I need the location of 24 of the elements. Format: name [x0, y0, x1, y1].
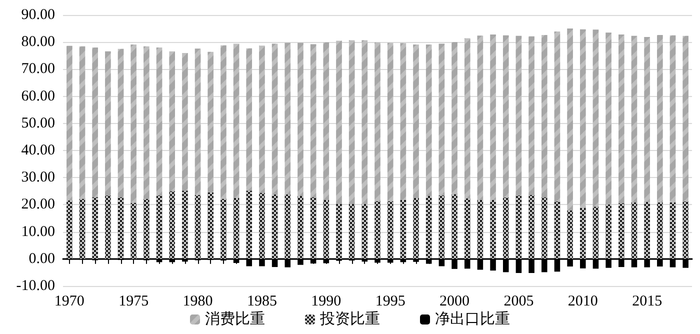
y-tick-label: 70.00 — [21, 61, 55, 78]
x-tick-label: 2010 — [568, 294, 598, 310]
y-tick-label: 50.00 — [21, 115, 55, 132]
y-tick-label: 60.00 — [21, 88, 55, 104]
y-tick-label: 80.00 — [21, 34, 55, 50]
legend-label: 净出口比重 — [435, 310, 510, 328]
y-tick-label: 30.00 — [21, 170, 55, 186]
x-tick-label: 1985 — [246, 294, 277, 310]
x-tick-label: 1975 — [118, 294, 149, 310]
legend-label: 投资比重 — [319, 310, 380, 328]
x-tick-label: 1980 — [182, 294, 213, 310]
y-tick-label: 90.00 — [21, 7, 55, 23]
x-tick-label: 2015 — [632, 294, 662, 310]
y-tick-label: 10.00 — [21, 224, 55, 240]
x-tick-label: 1970 — [54, 294, 84, 310]
y-tick-label: 20.00 — [21, 196, 55, 213]
x-tick-label: 2000 — [440, 294, 470, 310]
y-tick-label: 40.00 — [21, 142, 55, 158]
x-tick-label: 1995 — [375, 294, 406, 310]
x-tick-label: 2005 — [504, 294, 534, 310]
y-tick-label: 0.00 — [28, 250, 55, 267]
legend-label: 消费比重 — [205, 310, 265, 328]
y-tick-label: -10.00 — [16, 278, 55, 294]
x-tick-label: 1990 — [311, 294, 342, 310]
